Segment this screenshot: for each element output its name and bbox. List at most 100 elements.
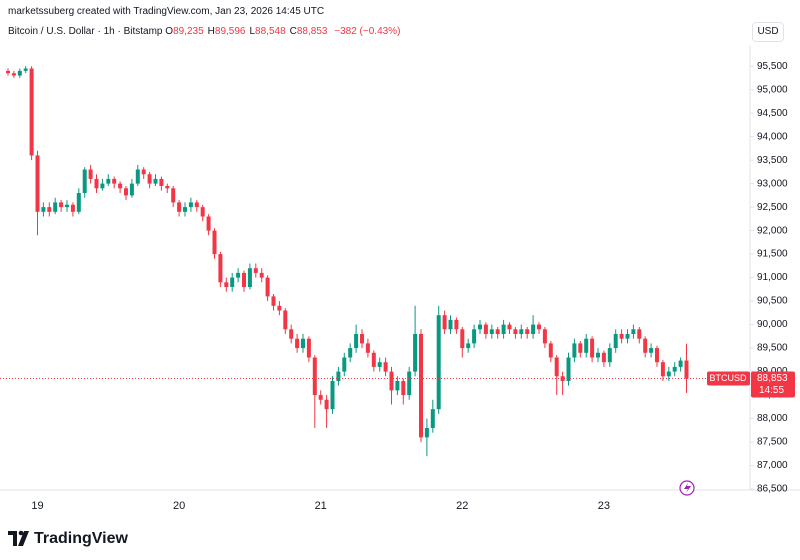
candle-body (489, 329, 494, 334)
candle-body (259, 272, 264, 278)
candle-body (407, 371, 412, 396)
candle-body (436, 315, 441, 410)
symbol-tag-box (707, 371, 750, 386)
candle-body (82, 169, 87, 194)
candle-body (212, 230, 217, 255)
candle-body (548, 343, 553, 358)
y-tick-label: 94,000 (757, 131, 788, 142)
y-tick-label: 87,000 (757, 460, 788, 471)
candle-body (165, 185, 170, 189)
candle-body (507, 324, 512, 330)
candle-body (147, 174, 152, 184)
candle-body (371, 352, 376, 367)
candle-body (607, 348, 612, 363)
candle-body (112, 178, 117, 184)
candle-body (11, 73, 16, 76)
candle-body (419, 333, 423, 438)
candle-body (188, 202, 193, 208)
candle-body (578, 343, 583, 353)
candle-body (124, 188, 128, 196)
candle-body (183, 207, 187, 212)
y-tick-label: 88,000 (757, 413, 788, 424)
y-tick-label: 92,500 (757, 202, 788, 213)
change: −382 (−0.43%) (334, 26, 401, 37)
candle-body (41, 207, 46, 212)
candle-body (637, 329, 642, 339)
candle-body (295, 338, 300, 349)
candle-body (566, 357, 571, 381)
y-tick-label: 91,000 (757, 272, 788, 283)
candle-body (277, 305, 282, 311)
candle-body (389, 371, 394, 391)
candle-body (601, 352, 606, 363)
candle-body (478, 324, 482, 330)
candle-body (413, 333, 418, 372)
candle-body (424, 427, 429, 438)
last-price-box (751, 371, 795, 398)
candle-body (454, 319, 459, 330)
x-tick-label: 20 (173, 500, 185, 512)
ohlc-label: O (165, 26, 174, 37)
candle-body (289, 329, 294, 339)
alert-bolt (684, 483, 691, 493)
countdown: 14:55 (759, 385, 784, 396)
ohlc-value: 89,596 (214, 26, 246, 37)
candle-body (206, 216, 211, 231)
y-tick-label: 87,500 (757, 437, 788, 448)
candle-body (649, 348, 654, 353)
candle-body (70, 204, 75, 212)
candle-body (336, 371, 341, 381)
candle-body (218, 254, 223, 283)
candle-body (247, 268, 252, 288)
candle-body (324, 399, 329, 410)
ohlc-value: 88,853 (296, 26, 328, 37)
candle-body (65, 204, 69, 208)
candle-body (590, 338, 595, 358)
logo-text: TradingView (34, 530, 129, 547)
symbol-tag: BTCUSD (709, 373, 747, 383)
candle-body (460, 329, 465, 349)
candle-body (666, 371, 671, 377)
candle-body (153, 178, 158, 184)
candle-body (383, 362, 388, 372)
y-tick-label: 90,000 (757, 319, 788, 330)
candle-body (483, 324, 488, 334)
ohlc: O89,235 H89,596 L88,548 C88,853 (165, 26, 331, 37)
candle-body (177, 202, 182, 212)
candle-body (224, 282, 229, 288)
candle-body (283, 310, 288, 330)
y-tick-label: 93,500 (757, 155, 788, 166)
logo-icon (18, 531, 29, 546)
candle-body (643, 338, 648, 353)
logo-icon (18, 530, 24, 536)
candle-body (596, 352, 600, 358)
candle-body (135, 169, 140, 184)
ohlc-label: C (289, 26, 297, 37)
candle-body (542, 329, 547, 344)
candle-body (684, 360, 689, 379)
candle-body (17, 70, 22, 76)
candle-body (318, 395, 323, 400)
x-tick-label: 19 (31, 500, 43, 512)
currency-button[interactable]: USD (752, 22, 784, 42)
candle-body (47, 207, 52, 212)
candle-body (141, 169, 146, 175)
candle-body (655, 348, 659, 363)
symbol-row: Bitcoin / U.S. Dollar · 1h · Bitstamp O8… (8, 26, 400, 37)
x-tick-label: 21 (315, 500, 327, 512)
candle-body (342, 357, 347, 372)
candle-body (365, 343, 370, 353)
candle-body (613, 333, 618, 349)
candle-body (537, 324, 541, 330)
candle-body (129, 183, 134, 196)
candle-body (554, 357, 559, 377)
candle-body (472, 329, 477, 344)
candle-body (76, 193, 81, 212)
y-tick-label: 95,000 (757, 84, 788, 95)
ohlc-value: 89,235 (173, 26, 204, 37)
symbol: Bitcoin / U.S. Dollar · 1h · Bitstamp (8, 26, 163, 37)
candle-body (265, 277, 270, 297)
candle-body (159, 178, 164, 186)
candle-body (525, 329, 530, 334)
